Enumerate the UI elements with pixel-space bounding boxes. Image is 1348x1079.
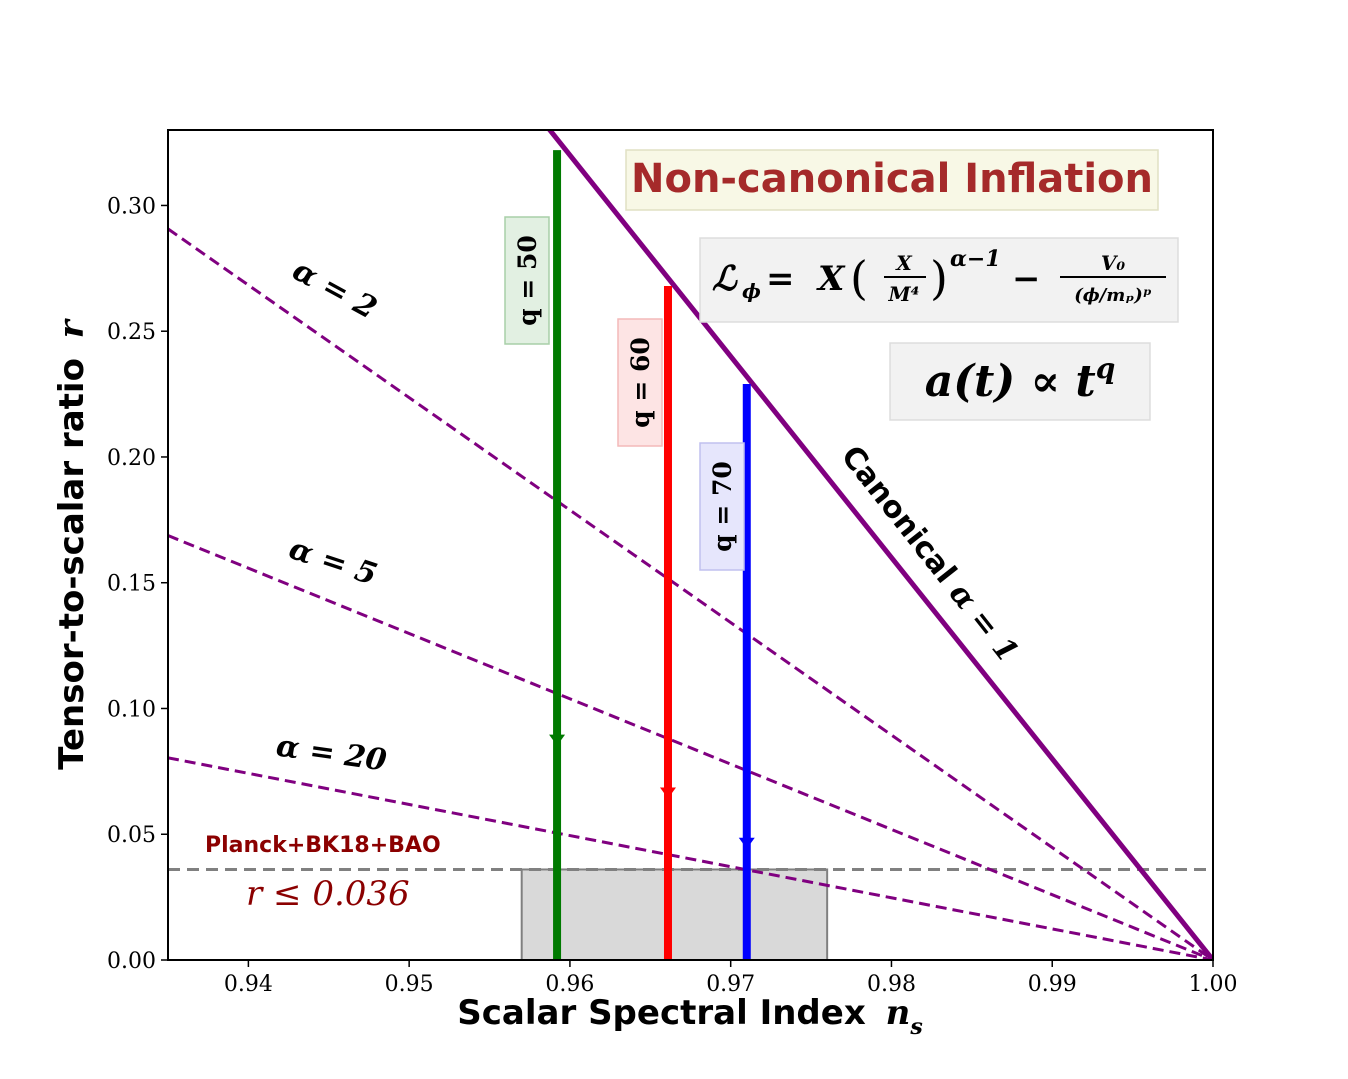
planck-bound-value: r ≤ 0.036 (246, 874, 410, 914)
q-label-box (699, 442, 745, 571)
alpha-line-label: α = 20 (274, 729, 389, 779)
alpha-line (168, 227, 1213, 960)
x-tick-label: 0.96 (545, 972, 594, 997)
alpha-line-label: Canonical α = 1 (834, 439, 1025, 669)
x-tick-label: 0.97 (706, 972, 755, 997)
alpha-line (168, 756, 1213, 960)
y-axis-symbol: r (52, 318, 92, 338)
alpha-line (168, 534, 1213, 960)
x-tick-label: 0.98 (867, 972, 916, 997)
plot-frame (167, 129, 1214, 961)
planck-region-layer (520, 868, 829, 960)
svg-text:(: ( (850, 251, 868, 305)
x-axis-symbol-subscript: s (909, 1014, 922, 1040)
q-label: q = 60 (626, 337, 655, 428)
planck-bound-label: Planck+BK18+BAO (205, 833, 441, 858)
q-lines-layer (549, 150, 755, 960)
y-tick-label: 0.05 (107, 823, 156, 848)
y-tick-label: 0.25 (107, 320, 156, 345)
svg-text:α−1: α−1 (950, 246, 1001, 272)
lagrangian-formula: ℒ ϕ = X ( X M⁴ ) α−1 − V₀ (ϕ/mₚ)ᵖ (699, 237, 1179, 323)
y-axis-title: Tensor-to-scalar ratio r (52, 318, 92, 770)
x-tick-label: 0.94 (224, 972, 273, 997)
svg-text:=: = (766, 259, 795, 299)
x-tick-label: 1.00 (1189, 972, 1238, 997)
alpha-lines-layer (168, 130, 1213, 960)
x-tick-label: 0.95 (385, 972, 434, 997)
q-label: q = 50 (513, 235, 542, 326)
alpha-line (546, 130, 1213, 960)
title-box (625, 149, 1159, 211)
chart-title: Non-canonical Inflation (631, 156, 1153, 202)
svg-text:): ) (930, 251, 948, 305)
y-tick-label: 0.20 (107, 446, 156, 471)
y-tick-label: 0.30 (107, 194, 156, 219)
q-line-marker (738, 837, 755, 849)
scale-factor-formula: a(t) ∝ tq (889, 342, 1151, 421)
x-axis-title-text: Scalar Spectral Index (457, 993, 866, 1033)
q-label: q = 70 (708, 461, 737, 552)
svg-text:ϕ: ϕ (742, 279, 761, 303)
svg-text:V₀: V₀ (1101, 251, 1126, 275)
x-axis-symbol: n (886, 993, 911, 1033)
svg-text:M⁴: M⁴ (888, 282, 920, 306)
q-label-box (617, 318, 663, 447)
y-axis-title-text: Tensor-to-scalar ratio (52, 358, 92, 770)
svg-text:a(t) ∝ tq: a(t) ∝ tq (925, 352, 1116, 407)
y-tick-label: 0.00 (107, 949, 156, 974)
svg-text:(ϕ/mₚ)ᵖ: (ϕ/mₚ)ᵖ (1074, 285, 1152, 306)
svg-text:X: X (894, 251, 913, 275)
y-tick-label: 0.10 (107, 697, 156, 722)
svg-text:−: − (1012, 259, 1041, 299)
q-line-marker (659, 787, 676, 799)
svg-text:X: X (816, 259, 846, 299)
ticks-layer: 0.94 0.95 0.96 0.97 0.98 0.99 1.00 0.00 0.05 0.10… (107, 194, 1237, 997)
alpha-line-label: α = 5 (285, 531, 381, 592)
svg-text:ℒ: ℒ (712, 259, 738, 299)
q-line-marker (549, 734, 566, 746)
alpha-line-label: α = 2 (287, 253, 383, 327)
x-axis-title: Scalar Spectral Index ns (457, 993, 922, 1040)
x-tick-label: 0.99 (1028, 972, 1077, 997)
y-tick-label: 0.15 (107, 572, 156, 597)
planck-allowed-region (520, 868, 829, 960)
q-label-box (504, 216, 550, 345)
